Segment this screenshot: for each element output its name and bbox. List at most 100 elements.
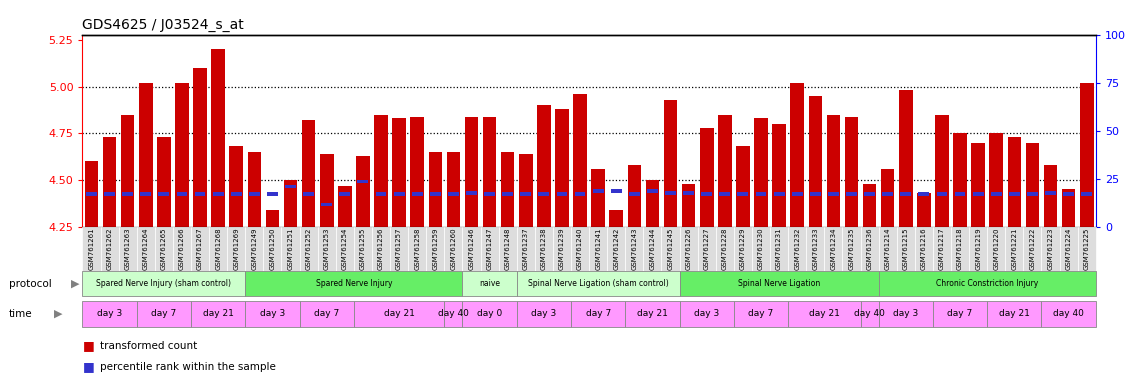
Bar (158, 192, 169, 195)
Bar (516, 301, 571, 327)
Text: GSM761237: GSM761237 (523, 227, 529, 270)
Text: ▶: ▶ (54, 309, 62, 319)
Text: Chronic Constriction Injury: Chronic Constriction Injury (937, 279, 1039, 288)
Bar (646, 180, 660, 227)
Bar (248, 192, 260, 195)
Text: day 3: day 3 (694, 310, 719, 318)
Bar (465, 117, 479, 227)
Bar (119, 227, 136, 271)
Bar (284, 180, 298, 227)
Bar (734, 301, 788, 327)
Text: GSM761258: GSM761258 (414, 227, 420, 270)
Text: GSM761252: GSM761252 (306, 227, 311, 270)
Bar (1009, 192, 1020, 195)
Text: GSM761254: GSM761254 (342, 227, 348, 270)
Bar (1080, 83, 1093, 227)
Bar (101, 227, 119, 271)
Bar (136, 227, 155, 271)
Bar (136, 301, 191, 327)
Bar (665, 191, 676, 195)
Bar (987, 301, 1042, 327)
Bar (426, 227, 444, 271)
Bar (463, 227, 481, 271)
Bar (231, 192, 242, 195)
Text: GSM761214: GSM761214 (885, 227, 891, 270)
Bar (141, 192, 151, 195)
Bar (571, 301, 625, 327)
Bar (951, 227, 969, 271)
Bar (195, 192, 205, 195)
Text: GSM761245: GSM761245 (668, 227, 673, 270)
Bar (827, 115, 840, 227)
Bar (354, 227, 372, 271)
Bar (82, 301, 136, 327)
Text: day 40: day 40 (854, 310, 885, 318)
Text: GSM761238: GSM761238 (540, 227, 547, 270)
Bar (104, 192, 114, 195)
Bar (339, 192, 350, 195)
Bar (1024, 227, 1042, 271)
Bar (191, 227, 210, 271)
Bar (123, 192, 133, 195)
Bar (935, 115, 949, 227)
Bar (734, 227, 752, 271)
Bar (157, 137, 171, 227)
Bar (300, 227, 317, 271)
Bar (701, 192, 712, 195)
Bar (700, 128, 713, 227)
Bar (263, 227, 282, 271)
Bar (792, 192, 803, 195)
Bar (625, 227, 643, 271)
Bar (589, 227, 607, 271)
Bar (121, 115, 134, 227)
Bar (357, 180, 369, 184)
Bar (372, 227, 390, 271)
Bar (681, 184, 695, 227)
Bar (317, 227, 335, 271)
Text: GSM761246: GSM761246 (468, 227, 474, 270)
Bar (1081, 192, 1092, 195)
Bar (267, 192, 278, 195)
Bar (1042, 227, 1059, 271)
Bar (897, 227, 915, 271)
Text: Spinal Nerve Ligation: Spinal Nerve Ligation (739, 279, 820, 288)
Bar (900, 192, 911, 195)
Bar (808, 96, 822, 227)
Bar (335, 227, 354, 271)
Bar (408, 227, 426, 271)
Bar (503, 192, 513, 195)
Bar (773, 124, 785, 227)
Text: GSM761242: GSM761242 (614, 227, 619, 270)
Bar (356, 156, 370, 227)
Bar (500, 152, 514, 227)
Text: GSM761241: GSM761241 (595, 227, 601, 270)
Bar (954, 133, 966, 227)
Bar (319, 154, 333, 227)
Bar (843, 227, 861, 271)
Text: GSM761268: GSM761268 (215, 227, 221, 270)
Bar (520, 192, 531, 195)
Bar (969, 227, 987, 271)
Text: GSM761239: GSM761239 (559, 227, 564, 270)
Text: GSM761216: GSM761216 (921, 227, 926, 270)
Bar (466, 191, 477, 195)
Text: GSM761264: GSM761264 (143, 227, 149, 270)
Bar (574, 94, 587, 227)
Bar (463, 301, 516, 327)
Bar (86, 192, 97, 195)
Text: GSM761262: GSM761262 (106, 227, 112, 270)
Bar (1005, 227, 1024, 271)
Text: GSM761250: GSM761250 (269, 227, 276, 270)
Bar (878, 227, 897, 271)
Bar (684, 191, 694, 195)
Text: GSM761244: GSM761244 (649, 227, 655, 270)
Bar (410, 117, 424, 227)
Bar (354, 301, 444, 327)
Bar (719, 192, 731, 195)
Bar (103, 137, 117, 227)
Text: GSM761247: GSM761247 (487, 227, 492, 270)
Text: day 7: day 7 (151, 310, 176, 318)
Bar (1064, 192, 1074, 195)
Bar (394, 192, 404, 195)
Bar (933, 227, 951, 271)
